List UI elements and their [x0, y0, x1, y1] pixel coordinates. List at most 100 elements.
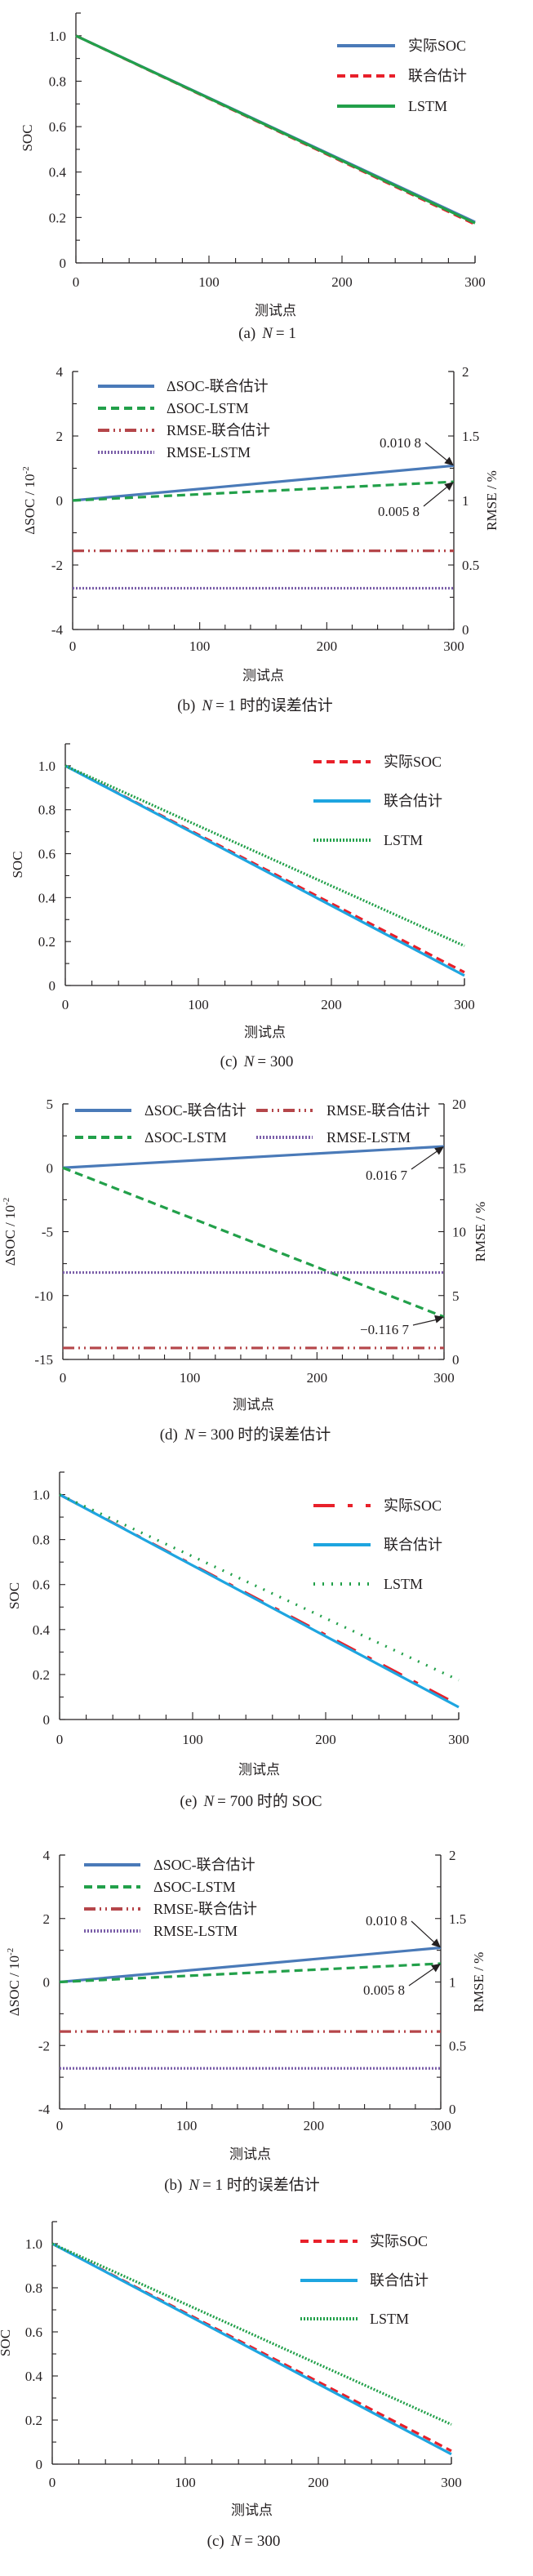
y2-tick-label: 2: [449, 1848, 456, 1863]
y-tick-label: 0.6: [38, 847, 56, 862]
caption-variable: N: [202, 1793, 215, 1810]
x-tick-label: 0: [49, 2475, 56, 2490]
annotation-label: 0.010 8: [380, 435, 421, 451]
x-tick-label: 100: [180, 1370, 201, 1386]
series-line-1: [51, 2242, 452, 2456]
y-tick-label: 1.0: [49, 29, 66, 44]
legend-label: 实际SOC: [370, 2233, 428, 2249]
legend-label: ΔSOC-LSTM: [153, 1879, 236, 1895]
y-tick-label: 4: [43, 1848, 51, 1863]
y-tick-label: 0.8: [49, 73, 66, 89]
x-tick-label: 200: [308, 2475, 329, 2490]
legend-label: RMSE-LSTM: [153, 1923, 238, 1939]
y-tick-label: -2: [51, 558, 63, 573]
caption-text: = 1: [276, 325, 296, 342]
y-tick-label: 0: [49, 978, 56, 994]
x-axis-label: 测试点: [242, 668, 284, 683]
y-tick-label: 0.2: [25, 2413, 42, 2428]
figure-caption: (b) N = 1 时的误差估计: [164, 2176, 320, 2194]
caption-text: = 300 时的误差估计: [198, 1426, 331, 1444]
y-axis-label-exponent: -2: [2, 1198, 11, 1205]
annotation-label: 0.005 8: [363, 1982, 405, 1998]
figure-caption: (e) N = 700 时的 SOC: [180, 1792, 322, 1810]
y2-tick-label: 2: [462, 364, 469, 380]
x-tick-label: 0: [56, 2118, 64, 2133]
x-tick-label: 200: [304, 2118, 325, 2133]
series-line-2: [59, 1493, 460, 1682]
x-tick-label: 300: [454, 997, 475, 1012]
y2-tick-label: 1: [449, 1975, 456, 1991]
x-tick-label: 200: [331, 274, 353, 290]
legend-label: LSTM: [408, 98, 447, 114]
y-axis-label: ΔSOC / 10-2: [2, 1198, 18, 1266]
y-tick-label: 0.4: [49, 165, 67, 180]
chart-panel-g: 0 100 200 300 0 0.2 0.4 0.6 0.8 1.0 测试点 SOC 实际SOC 联合估…: [0, 2221, 462, 2550]
series-line-1: [59, 1962, 442, 1984]
x-axis-label: 测试点: [231, 2503, 273, 2518]
y2-tick-label: 0: [462, 622, 469, 638]
x-tick-label: 100: [188, 997, 209, 1012]
x-tick-label: 100: [182, 1732, 203, 1747]
y-axis-label-text: SOC: [0, 2329, 13, 2356]
annotation-label: −0.116 7: [360, 1322, 409, 1337]
y-tick-label: 1.0: [25, 2236, 42, 2252]
series-line-1: [72, 480, 455, 502]
legend-label: RMSE-联合估计: [167, 422, 270, 438]
legend-label: ΔSOC-LSTM: [167, 400, 249, 416]
legend-label: RMSE-联合估计: [153, 1901, 257, 1917]
caption-label: (c): [207, 2533, 224, 2550]
x-tick-label: 0: [69, 638, 77, 654]
series-line-1: [64, 764, 465, 977]
caption-variable: N: [184, 1426, 196, 1444]
figure-caption: (c) N = 300: [220, 1053, 294, 1070]
figure-caption: (b) N = 1 时的误差估计: [177, 696, 333, 714]
y2-tick-label: 0: [449, 2102, 456, 2117]
legend-label: LSTM: [384, 1576, 423, 1592]
y-tick-label: 0.2: [33, 1667, 50, 1683]
y-tick-label: -10: [34, 1288, 53, 1304]
y-tick-label: 0: [47, 1160, 54, 1176]
y-tick-label: 0.4: [25, 2369, 43, 2384]
y-axis-label: SOC: [10, 851, 25, 878]
y-axis-label-text: SOC: [20, 124, 35, 151]
x-tick-label: 100: [176, 2118, 198, 2133]
legend-label: LSTM: [384, 832, 423, 848]
caption-text: = 1 时的误差估计: [215, 696, 333, 714]
caption-label: (b): [177, 697, 195, 714]
series-line-1: [62, 1166, 445, 1319]
y-tick-label: 1.0: [38, 759, 56, 774]
legend-label: 实际SOC: [384, 1497, 442, 1514]
legend-label: ΔSOC-联合估计: [167, 378, 269, 394]
x-tick-label: 100: [189, 638, 211, 654]
y2-tick-label: 0: [452, 1352, 460, 1368]
x-axis-label: 测试点: [233, 1397, 274, 1413]
legend-label: RMSE-LSTM: [167, 444, 251, 460]
figure-caption: (c) N = 300: [207, 2533, 281, 2550]
series-line-2: [64, 764, 465, 948]
y2-tick-label: 0.5: [462, 558, 479, 573]
annotation-label: 0.016 7: [366, 1168, 408, 1183]
y2-tick-label: 5: [452, 1288, 460, 1304]
y-tick-label: 0.8: [25, 2280, 42, 2296]
caption-variable: N: [243, 1053, 255, 1070]
arrowhead-icon: [444, 456, 454, 466]
series-line-0: [59, 1946, 442, 1984]
x-tick-label: 300: [443, 638, 464, 654]
y-axis-label-text: ΔSOC / 10: [2, 1205, 18, 1266]
legend-label: RMSE-LSTM: [326, 1129, 411, 1146]
y-axis-label-exponent: -2: [21, 466, 31, 474]
caption-text: = 1 时的误差估计: [202, 2176, 320, 2194]
y-tick-label: 2: [56, 429, 64, 444]
y2-tick-label: 1.5: [449, 1911, 466, 1927]
y-tick-label: -15: [34, 1352, 53, 1368]
caption-label: (e): [180, 1793, 197, 1810]
caption-text: = 300: [257, 1053, 293, 1070]
arrowhead-icon: [431, 1938, 441, 1948]
series-line-1: [59, 1493, 460, 1709]
x-axis-label: 测试点: [238, 1762, 280, 1777]
figure-caption: (d) N = 300 时的误差估计: [160, 1426, 331, 1444]
y-tick-label: -2: [38, 2038, 50, 2053]
